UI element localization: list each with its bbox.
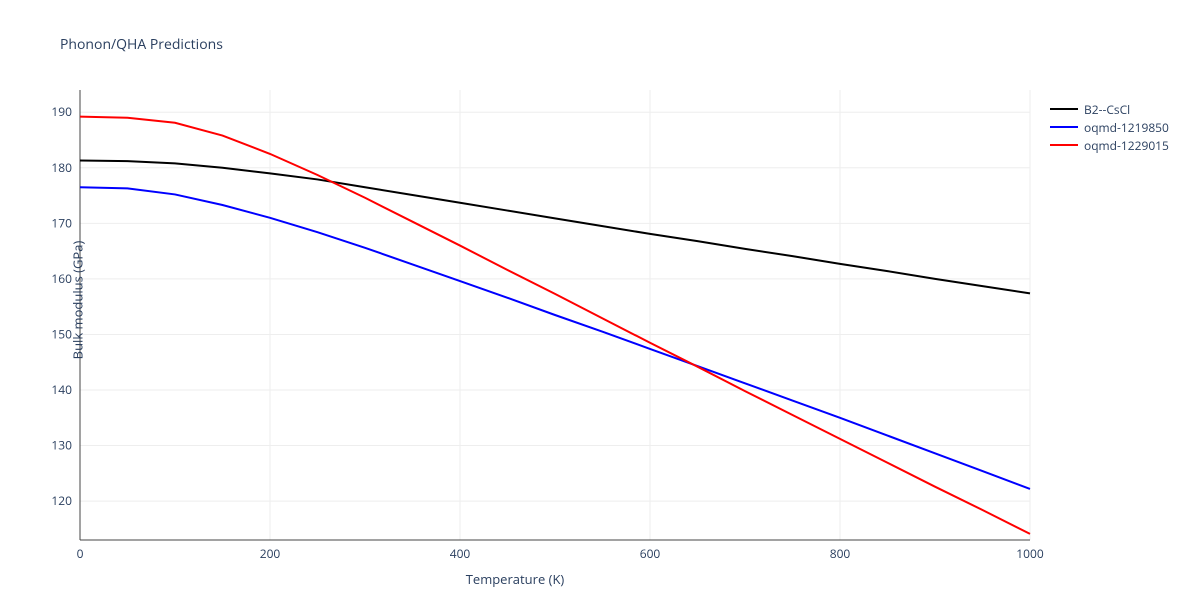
legend-label: oqmd-1229015 (1084, 137, 1169, 154)
x-axis-label: Temperature (K) (0, 570, 1030, 588)
legend-swatch (1050, 144, 1078, 146)
legend-label: oqmd-1219850 (1084, 119, 1169, 136)
legend-swatch (1050, 108, 1078, 110)
y-axis-label: Bulk modulus (GPa) (18, 0, 137, 600)
series-line-1[interactable] (80, 187, 1030, 489)
legend: B2--CsCloqmd-1219850oqmd-1229015 (1050, 100, 1169, 154)
legend-item-0[interactable]: B2--CsCl (1050, 100, 1169, 118)
x-tick-label: 200 (260, 545, 281, 562)
series-line-0[interactable] (80, 161, 1030, 294)
x-tick-label: 1000 (1016, 545, 1044, 562)
chart-root: Phonon/QHA Predictions 12013014015016017… (0, 0, 1200, 600)
x-tick-label: 400 (450, 545, 471, 562)
x-tick-label: 800 (830, 545, 851, 562)
series-line-2[interactable] (80, 117, 1030, 534)
legend-swatch (1050, 126, 1078, 128)
chart-canvas: 1201301401501601701801900200400600800100… (0, 0, 1200, 600)
y-axis-label-text: Bulk modulus (GPa) (68, 241, 86, 360)
legend-label: B2--CsCl (1084, 101, 1130, 118)
x-tick-label: 600 (640, 545, 661, 562)
legend-item-1[interactable]: oqmd-1219850 (1050, 118, 1169, 136)
legend-item-2[interactable]: oqmd-1229015 (1050, 136, 1169, 154)
